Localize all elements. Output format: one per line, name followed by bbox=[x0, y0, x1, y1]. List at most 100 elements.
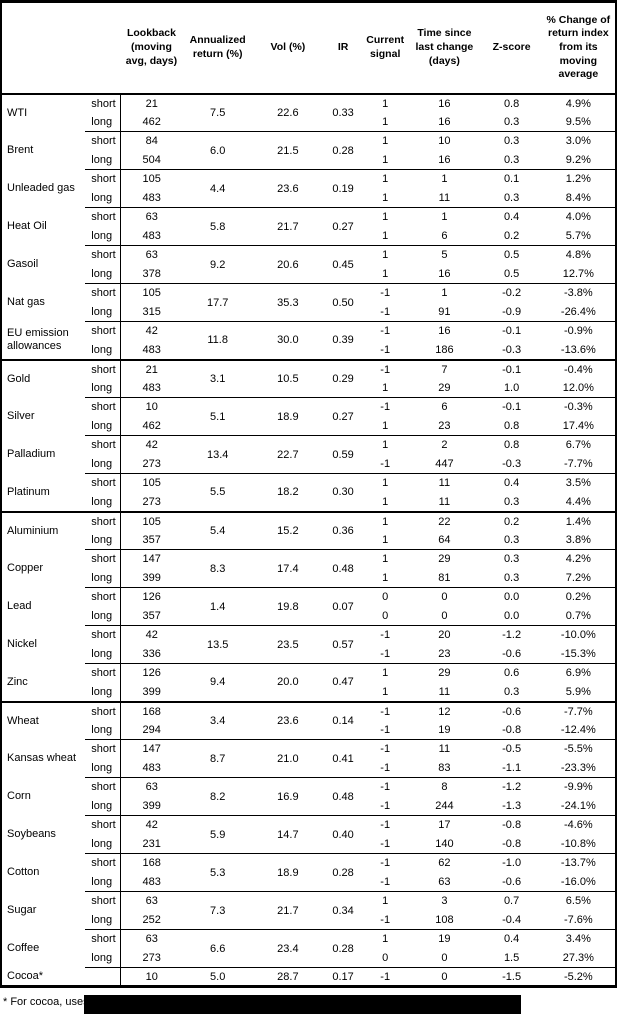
annualized-return-cell: 8.2 bbox=[182, 777, 253, 816]
z-score-cell: -0.1 bbox=[481, 358, 542, 379]
commodity-name-cell: Heat Oil bbox=[7, 220, 47, 233]
z-score-cell: -0.6 bbox=[481, 700, 542, 721]
time-since-change-cell: 20 bbox=[407, 625, 482, 645]
pct-change-cell: 6.7% bbox=[541, 435, 616, 455]
time-since-change-cell: 3 bbox=[407, 891, 482, 911]
pct-change-cell: -13.6% bbox=[560, 343, 596, 356]
table-row: long 315 -1 91 -0.9 -26.4% bbox=[1, 302, 616, 322]
lookback-cell: 504 bbox=[142, 153, 161, 166]
time-since-change-cell: 23 bbox=[438, 419, 451, 432]
ir-cell: 0.28 bbox=[323, 929, 364, 968]
side-cell: long bbox=[85, 112, 121, 132]
lookback-cell: 273 bbox=[142, 495, 161, 508]
commodity-name-cell: Soybeans bbox=[7, 828, 56, 841]
table-row: long 483 1 11 0.3 8.4% bbox=[1, 188, 616, 208]
side-cell: long bbox=[85, 796, 121, 816]
z-score-cell: -0.4 bbox=[502, 913, 522, 926]
commodity-name-cell: Lead bbox=[7, 600, 32, 613]
table-row: EU emission allowances short 42 11.8 30.0 0.3… bbox=[1, 321, 616, 360]
current-signal-cell: -1 bbox=[363, 321, 408, 341]
current-signal-cell: 1 bbox=[382, 191, 389, 204]
lookback-cell: 483 bbox=[142, 191, 161, 204]
pct-change-cell: -5.2% bbox=[541, 967, 616, 987]
table-row: Kansas wheat short 147 8.7 21.0 0.41 -1 11 -0.5-… bbox=[1, 739, 616, 778]
side-cell: long bbox=[85, 644, 121, 664]
current-signal-cell: 1 bbox=[363, 891, 408, 911]
side-cell: long bbox=[85, 872, 121, 892]
ir-cell: 0.40 bbox=[323, 815, 364, 854]
pct-change-cell: -26.4% bbox=[560, 305, 596, 318]
pct-change-cell: -4.6% bbox=[541, 815, 616, 835]
side-cell: long bbox=[85, 226, 121, 246]
lookback-cell: 21 bbox=[120, 358, 183, 379]
z-score-cell: 0.8 bbox=[481, 435, 542, 455]
pct-change-cell: -10.0% bbox=[541, 625, 616, 645]
pct-change-cell: -0.3% bbox=[541, 397, 616, 417]
time-since-change-cell: 63 bbox=[438, 875, 451, 888]
table-row: long 483 -1 63 -0.6 -16.0% bbox=[1, 872, 616, 892]
vol-cell: 10.5 bbox=[252, 358, 323, 398]
lookback-cell: 63 bbox=[120, 207, 183, 227]
annualized-return-cell: 5.4 bbox=[182, 510, 253, 550]
pct-change-cell: 7.2% bbox=[565, 571, 591, 584]
lookback-cell: 483 bbox=[142, 761, 161, 774]
lookback-cell: 336 bbox=[142, 647, 161, 660]
commodity-name-cell: Gold bbox=[1, 358, 86, 398]
current-signal-cell: -1 bbox=[380, 799, 391, 812]
annualized-return-cell: 5.8 bbox=[182, 207, 253, 246]
side-cell: short bbox=[85, 510, 121, 531]
time-since-change-cell: 0 bbox=[441, 951, 448, 964]
column-header-lookback: Lookback (moving avg, days) bbox=[120, 1, 183, 95]
z-score-cell: 0.3 bbox=[503, 191, 520, 204]
lookback-cell: 315 bbox=[142, 305, 161, 318]
pct-change-cell: 12.7% bbox=[562, 267, 594, 280]
pct-change-cell: -7.6% bbox=[563, 913, 593, 926]
z-score-cell: -1.0 bbox=[481, 853, 542, 873]
side-cell: long bbox=[85, 378, 121, 398]
ir-cell: 0.14 bbox=[323, 700, 364, 740]
time-since-change-cell: 16 bbox=[438, 115, 451, 128]
table-row: Palladium short 42 13.4 22.7 0.59 1 2 0.8 6.7% bbox=[1, 435, 616, 474]
lookback-cell: 42 bbox=[120, 815, 183, 835]
ir-cell: 0.48 bbox=[323, 777, 364, 816]
annualized-return-cell: 5.9 bbox=[182, 815, 253, 854]
time-since-change-cell: 10 bbox=[407, 131, 482, 151]
table-row: long 273 -1 447 -0.3 -7.7% bbox=[1, 454, 616, 474]
ir-cell: 0.19 bbox=[323, 169, 364, 208]
current-signal-cell: -1 bbox=[380, 647, 391, 660]
vol-cell: 14.7 bbox=[252, 815, 323, 854]
side-cell: short bbox=[85, 397, 121, 417]
current-signal-cell: 0 bbox=[382, 951, 389, 964]
table-row: Nat gas short 105 17.7 35.3 0.50 -1 1 -0.2 -3.8% bbox=[1, 283, 616, 322]
current-signal-cell: -1 bbox=[363, 397, 408, 417]
commodity-name-cell: Zinc bbox=[7, 675, 28, 688]
current-signal-cell: -1 bbox=[380, 457, 391, 470]
ir-cell: 0.28 bbox=[323, 131, 364, 170]
side-cell: long bbox=[85, 416, 121, 436]
time-since-change-cell: 29 bbox=[407, 663, 482, 683]
current-signal-cell: 1 bbox=[363, 663, 408, 683]
time-since-change-cell: 1 bbox=[407, 283, 482, 303]
table-row: Sugar short 63 7.3 21.7 0.34 1 3 0.7 6.5% bbox=[1, 891, 616, 930]
time-since-change-cell: 17 bbox=[407, 815, 482, 835]
vol-cell: 22.6 bbox=[252, 92, 323, 132]
lookback-cell: 399 bbox=[142, 685, 161, 698]
table-row: long 399 1 11 0.3 5.9% bbox=[1, 682, 616, 702]
commodity-name-cell: Wheat bbox=[1, 700, 86, 740]
side-cell bbox=[85, 967, 121, 987]
lookback-cell: 84 bbox=[120, 131, 183, 151]
column-header-pct-change: % Change of return index from its moving… bbox=[541, 1, 616, 95]
commodity-name-cell: WTI bbox=[1, 92, 86, 132]
column-header-annualized-return: Annualized return (%) bbox=[182, 1, 253, 95]
lookback-cell: 42 bbox=[120, 625, 183, 645]
commodity-name-cell: Nat gas bbox=[7, 296, 45, 309]
ir-cell: 0.17 bbox=[323, 967, 364, 987]
annualized-return-cell: 3.4 bbox=[182, 700, 253, 740]
time-since-change-cell: 0 bbox=[407, 587, 482, 607]
lookback-cell: 105 bbox=[120, 473, 183, 493]
side-cell: short bbox=[85, 549, 121, 569]
table-row: long 399 -1 244 -1.3 -24.1% bbox=[1, 796, 616, 816]
current-signal-cell: 1 bbox=[382, 495, 389, 508]
commodity-name-cell: Aluminium bbox=[1, 510, 86, 550]
z-score-cell: 0.5 bbox=[503, 267, 520, 280]
